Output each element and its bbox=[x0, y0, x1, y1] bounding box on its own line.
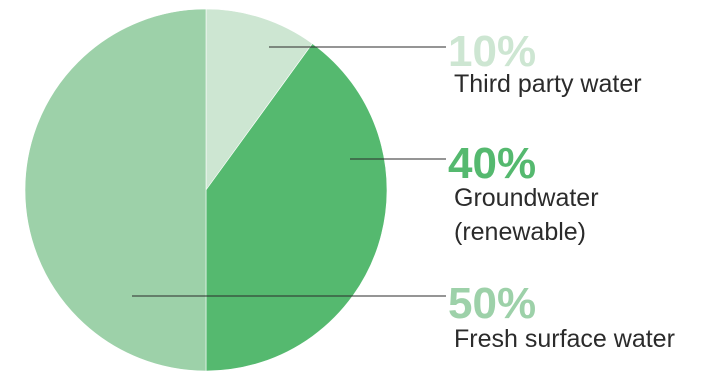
pie-slice-third-party-water bbox=[205, 8, 313, 191]
label-group-groundwater: 40% Groundwater (renewable) bbox=[448, 139, 599, 246]
pie-slice-groundwater bbox=[205, 43, 388, 371]
slice-name-label-groundwater-line2: (renewable) bbox=[454, 218, 586, 246]
pie-slices bbox=[24, 8, 388, 371]
pie-slice-fresh-surface-water bbox=[24, 8, 207, 371]
slice-name-label-groundwater-line1: Groundwater bbox=[454, 184, 599, 212]
slice-percent-label-third-party-water: 10% bbox=[448, 27, 536, 76]
leader-lines bbox=[132, 46, 446, 297]
slice-percent-label-fresh-surface-water: 50% bbox=[448, 279, 536, 328]
label-group-third-party-water: 10% Third party water bbox=[448, 27, 642, 98]
slice-name-label-third-party-water: Third party water bbox=[454, 70, 642, 98]
label-group-fresh-surface-water: 50% Fresh surface water bbox=[448, 279, 675, 353]
slice-name-label-fresh-surface-water: Fresh surface water bbox=[454, 325, 675, 353]
slice-percent-label-groundwater: 40% bbox=[448, 139, 536, 188]
